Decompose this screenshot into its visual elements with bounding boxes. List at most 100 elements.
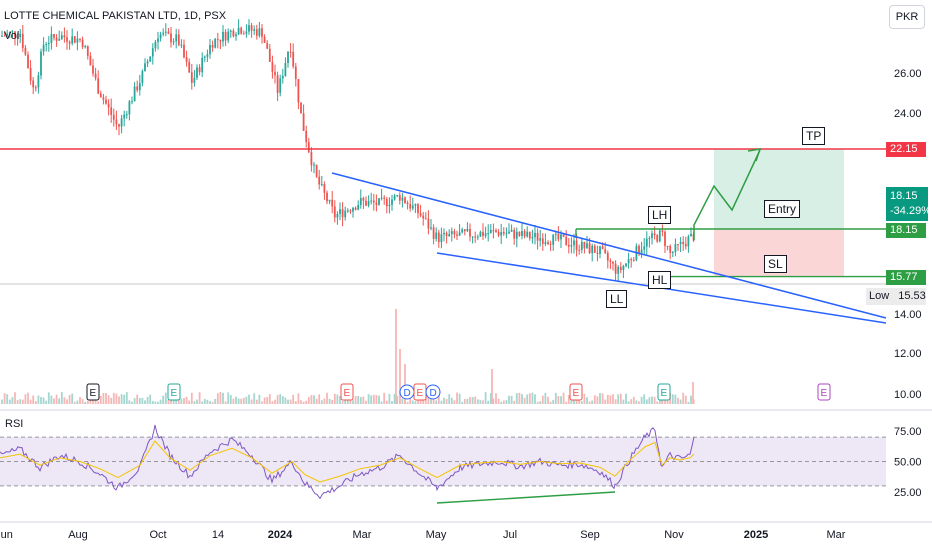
volume-bar [357, 395, 360, 404]
currency-button[interactable]: PKR [889, 5, 925, 29]
volume-bar [24, 394, 27, 404]
volume-bar [120, 394, 123, 404]
volume-bar [154, 401, 157, 404]
volume-bar [515, 393, 518, 404]
volume-bar [60, 392, 63, 404]
candle-body [674, 244, 677, 252]
time-tick-label: Sep [580, 529, 600, 541]
candle-body [508, 231, 510, 234]
ll-label[interactable]: LL [606, 290, 628, 308]
price-tick-label: 26.00 [894, 68, 922, 80]
candle-body [177, 34, 180, 46]
last-price-tag: 18.15 -34.29% [886, 187, 931, 221]
hl-label[interactable]: HL [648, 271, 672, 289]
volume-bar [183, 398, 185, 404]
volume-bar [320, 400, 323, 404]
candle-body [643, 246, 646, 250]
price-tick-label: 14.00 [894, 309, 922, 321]
volume-bar [463, 399, 466, 404]
volume-bar [339, 396, 341, 404]
candle-body [47, 42, 50, 45]
volume-bar [604, 399, 607, 404]
volume-bar [261, 401, 263, 404]
volume-bar [107, 395, 110, 404]
change-percent: -34.29% [890, 205, 931, 217]
candle-body [630, 259, 633, 261]
candle-body [105, 99, 107, 104]
candle-body [276, 75, 279, 93]
volume-bar [323, 398, 326, 404]
volume-bar [185, 396, 188, 404]
volume-bar [245, 396, 248, 404]
volume-label: Vol [4, 30, 20, 42]
candle-body [141, 70, 144, 84]
candle-body [154, 41, 157, 49]
candle-body [193, 77, 196, 83]
candle-body [372, 200, 375, 203]
drawing-lines[interactable] [0, 148, 887, 324]
volume-bar [32, 395, 35, 404]
volume-bar [331, 399, 334, 404]
candle-body [99, 93, 102, 98]
volume-bar [232, 398, 235, 404]
lh-label[interactable]: LH [648, 206, 672, 224]
candle-body [349, 210, 352, 212]
candle-body [484, 233, 487, 236]
volume-bar [81, 399, 84, 404]
volume-bar [6, 394, 9, 404]
candle-body [313, 164, 315, 166]
sl-label[interactable]: SL [764, 255, 787, 273]
volume-bar [141, 397, 144, 404]
candle-body [570, 245, 573, 247]
volume-bar [653, 396, 656, 404]
volume-bar [570, 399, 573, 404]
candle-body [107, 103, 110, 108]
volume-bar [588, 401, 591, 404]
candle-body [388, 204, 391, 207]
volume-bar [406, 401, 409, 404]
candle-body [138, 83, 141, 91]
volume-bar [443, 397, 445, 404]
volume-bar [385, 400, 388, 404]
entry-label[interactable]: Entry [764, 200, 801, 218]
candle-body [14, 31, 16, 37]
candle-body [651, 233, 653, 239]
candle-body [534, 232, 536, 238]
volume-bar [209, 401, 211, 404]
volume-bar [258, 394, 261, 404]
volume-bar [55, 394, 58, 404]
volume-bar [42, 397, 45, 404]
volume-bar [352, 400, 354, 404]
candle-body [263, 36, 266, 43]
volume-bar [110, 397, 113, 404]
candle-body [198, 67, 201, 73]
volume-bar [211, 401, 214, 404]
volume-bar [281, 396, 284, 404]
candle-body [599, 246, 601, 254]
volume-bar [240, 398, 243, 404]
volume-bar [336, 394, 339, 404]
candle-body [515, 231, 518, 239]
candle-body [679, 241, 682, 245]
event-marker-label: E [90, 388, 97, 399]
candle-body [487, 233, 490, 235]
time-tick-label: 2025 [744, 529, 768, 541]
low-label: Low [869, 290, 890, 302]
volume-bar [133, 398, 136, 404]
tp-label[interactable]: TP [802, 127, 826, 145]
candle-body [27, 54, 29, 69]
volume-bar [71, 393, 74, 404]
volume-bar [99, 395, 102, 404]
volume-bar [476, 399, 479, 404]
volume-bar [196, 399, 198, 404]
volume-bar [362, 396, 365, 404]
volume-bar [159, 399, 162, 404]
volume-bar [40, 397, 42, 404]
candle-body [424, 218, 427, 220]
price-tick-label: 24.00 [894, 108, 922, 120]
volume-bar [612, 394, 614, 404]
low-label-box: Low 15.53 [866, 288, 926, 305]
volume-bar [401, 398, 404, 404]
volume-bar [617, 394, 620, 404]
